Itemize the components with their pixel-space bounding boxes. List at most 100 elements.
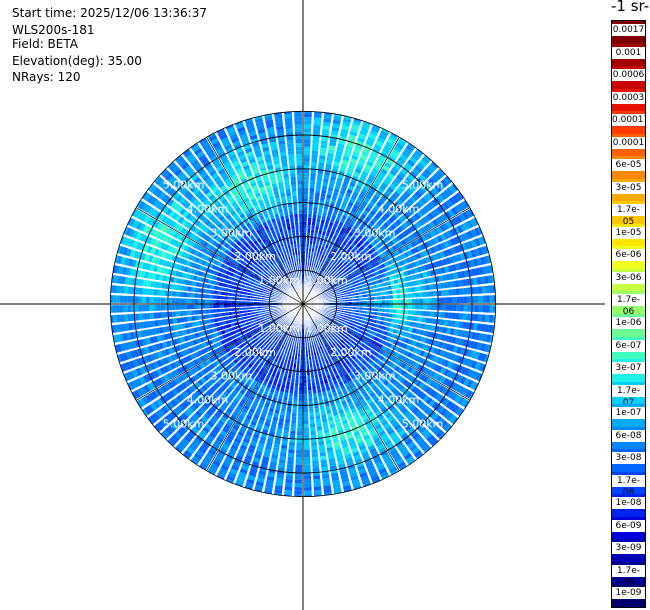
data-gate bbox=[376, 236, 382, 243]
data-gate bbox=[341, 202, 347, 208]
data-gate bbox=[206, 284, 211, 289]
data-gate bbox=[337, 242, 342, 247]
data-gate bbox=[328, 145, 336, 151]
data-gate bbox=[304, 461, 311, 465]
data-gate bbox=[246, 304, 250, 307]
data-gate bbox=[285, 482, 293, 487]
data-gate bbox=[357, 161, 365, 167]
data-gate bbox=[231, 296, 236, 300]
data-gate bbox=[346, 217, 352, 223]
data-gate bbox=[292, 408, 297, 413]
data-gate bbox=[322, 288, 326, 292]
data-gate bbox=[382, 238, 388, 244]
data-gate bbox=[303, 213, 308, 218]
data-gate bbox=[433, 311, 438, 318]
data-gate bbox=[441, 213, 449, 221]
data-gate bbox=[407, 310, 412, 315]
data-gate bbox=[309, 187, 315, 192]
data-gate bbox=[327, 253, 332, 258]
data-gate bbox=[426, 311, 431, 317]
data-gate bbox=[478, 305, 483, 313]
data-gate bbox=[401, 204, 409, 211]
data-gate bbox=[319, 285, 323, 289]
data-gate bbox=[309, 419, 315, 424]
data-gate bbox=[342, 199, 349, 205]
data-gate bbox=[365, 216, 371, 222]
data-gate bbox=[216, 295, 221, 300]
data-gate bbox=[398, 206, 406, 214]
data-gate bbox=[414, 212, 421, 220]
data-gate bbox=[303, 416, 309, 421]
data-gate bbox=[357, 181, 364, 187]
data-gate bbox=[384, 255, 390, 261]
data-gate bbox=[157, 289, 162, 296]
data-gate bbox=[322, 121, 331, 127]
data-gate bbox=[391, 204, 398, 211]
data-gate bbox=[358, 157, 366, 164]
data-gate bbox=[392, 314, 397, 319]
data-gate bbox=[382, 304, 386, 308]
data-gate bbox=[134, 296, 139, 303]
data-gate bbox=[489, 285, 494, 294]
data-gate bbox=[474, 295, 479, 303]
data-gate bbox=[329, 280, 334, 284]
data-gate bbox=[303, 191, 309, 196]
data-gate bbox=[303, 431, 310, 436]
data-gate bbox=[418, 292, 423, 298]
data-gate bbox=[426, 165, 435, 174]
data-gate bbox=[161, 319, 166, 326]
data-gate bbox=[217, 291, 222, 295]
data-gate bbox=[295, 379, 299, 383]
data-gate bbox=[291, 419, 297, 424]
data-gate bbox=[394, 243, 401, 249]
data-gate bbox=[289, 434, 296, 439]
data-gate bbox=[348, 261, 353, 266]
data-gate bbox=[318, 290, 323, 294]
data-gate bbox=[123, 305, 128, 313]
data-gate bbox=[321, 281, 325, 285]
data-gate bbox=[308, 213, 312, 218]
data-gate bbox=[179, 291, 184, 297]
data-gate bbox=[238, 304, 243, 307]
data-gate bbox=[309, 412, 315, 417]
data-gate bbox=[320, 455, 327, 461]
data-gate bbox=[360, 231, 366, 237]
data-gate bbox=[428, 163, 437, 171]
data-gate bbox=[489, 295, 494, 303]
data-gate bbox=[363, 263, 368, 268]
data-gate bbox=[317, 269, 321, 274]
data-gate bbox=[303, 228, 307, 233]
data-gate bbox=[369, 154, 377, 161]
data-gate bbox=[310, 173, 316, 178]
data-gate bbox=[338, 289, 343, 292]
data-gate bbox=[116, 305, 120, 313]
data-gate bbox=[416, 229, 423, 236]
data-gate bbox=[349, 285, 354, 289]
data-gate bbox=[434, 184, 442, 193]
data-gate bbox=[389, 295, 394, 299]
data-gate bbox=[403, 190, 411, 198]
data-gate bbox=[311, 158, 318, 163]
data-gate bbox=[448, 197, 456, 206]
data-gate bbox=[335, 181, 342, 187]
data-gate bbox=[429, 284, 434, 290]
data-gate bbox=[411, 215, 418, 222]
data-gate bbox=[324, 293, 329, 296]
data-gate bbox=[377, 137, 386, 144]
data-gate bbox=[477, 236, 484, 246]
data-gate bbox=[312, 456, 319, 461]
data-gate bbox=[449, 184, 457, 194]
data-gate bbox=[180, 285, 185, 291]
data-gate bbox=[367, 190, 374, 197]
data-gate bbox=[363, 197, 370, 203]
data-gate bbox=[399, 154, 408, 162]
data-gate bbox=[339, 257, 344, 262]
data-gate bbox=[362, 210, 369, 216]
data-gate bbox=[335, 275, 340, 280]
data-gate bbox=[327, 152, 334, 158]
data-gate bbox=[342, 287, 347, 291]
data-gate bbox=[371, 197, 378, 204]
data-gate bbox=[291, 412, 297, 417]
data-gate bbox=[467, 240, 474, 249]
data-gate bbox=[346, 234, 352, 240]
